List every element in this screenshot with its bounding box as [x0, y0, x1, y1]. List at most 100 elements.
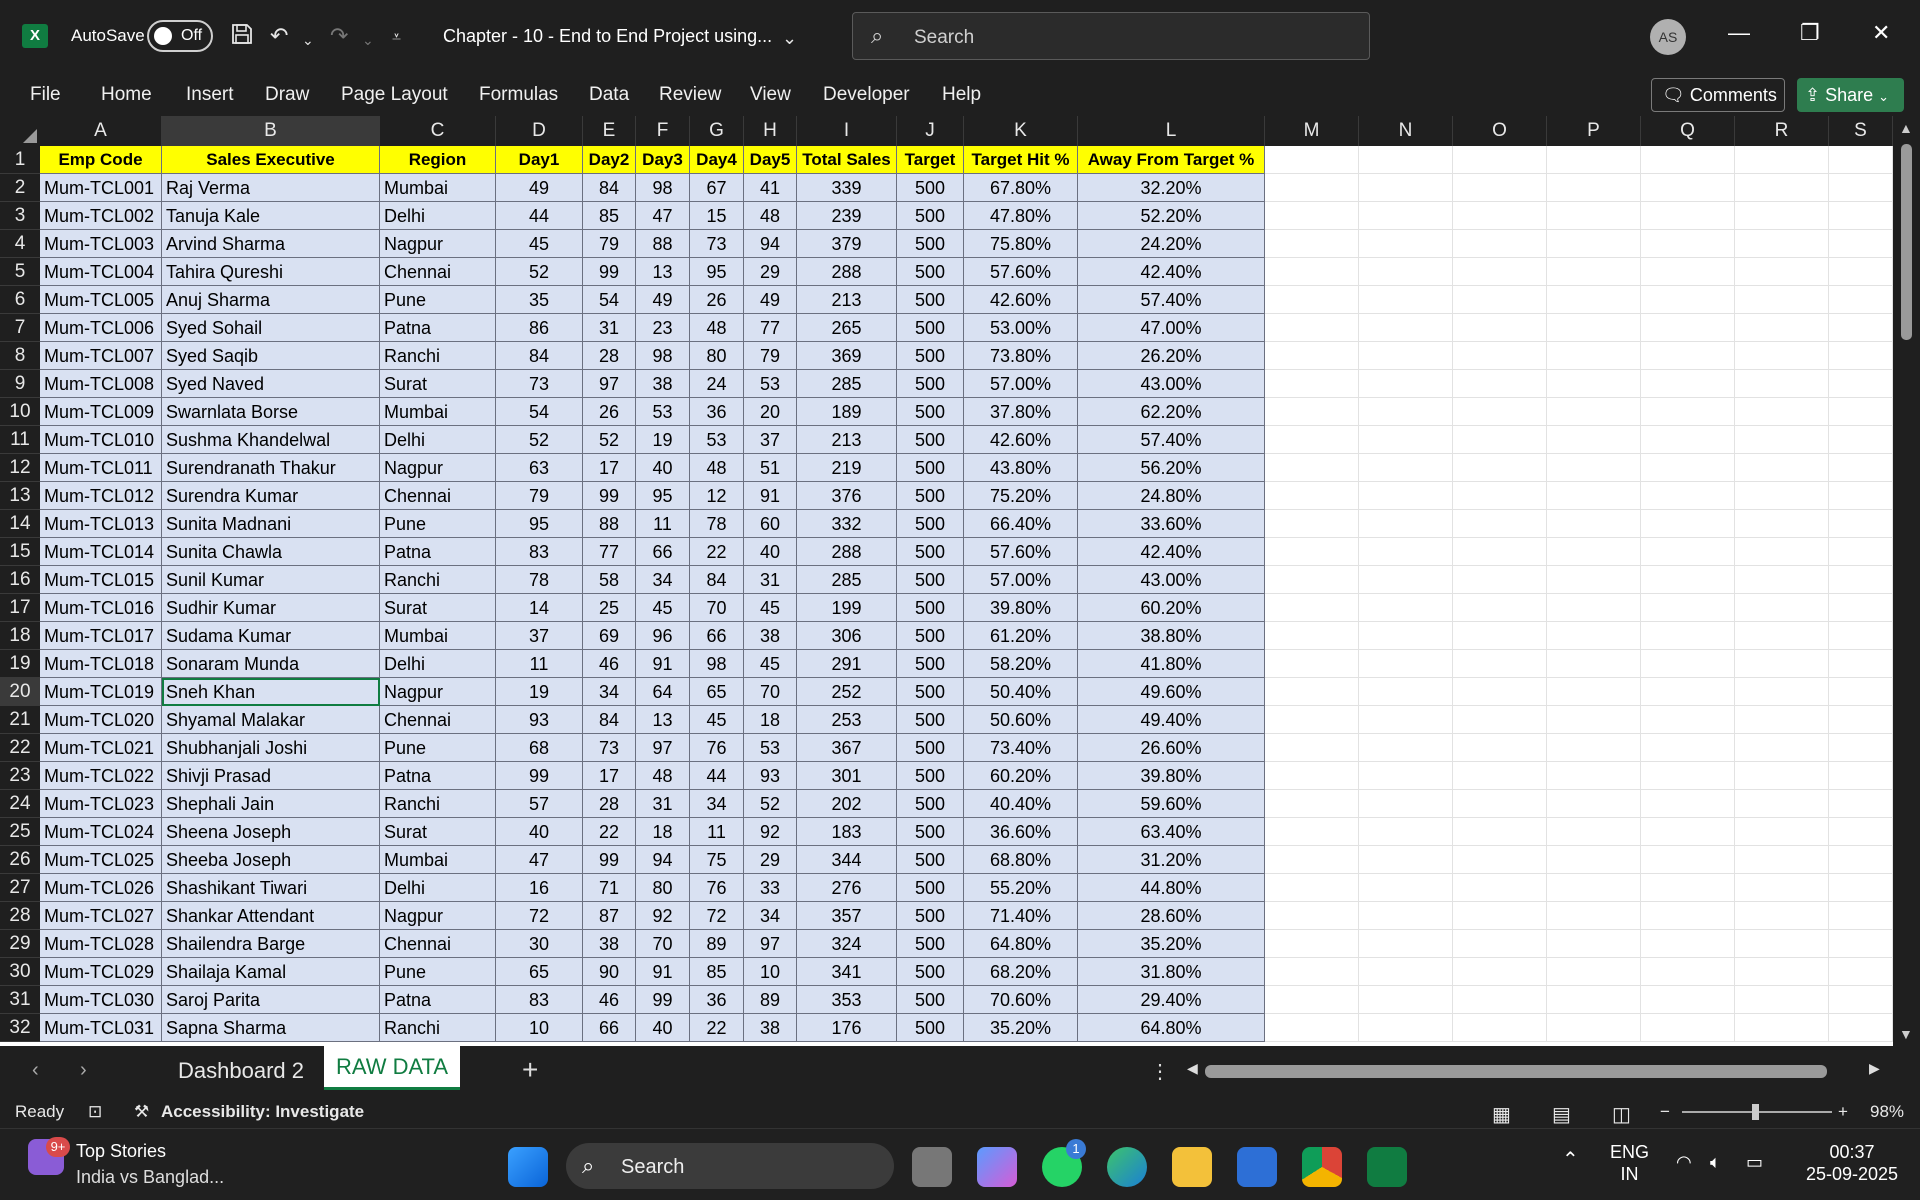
- data-cell[interactable]: 31: [583, 314, 636, 342]
- data-cell[interactable]: Mum-TCL018: [40, 650, 162, 678]
- empty-cell[interactable]: [1359, 202, 1453, 230]
- data-cell[interactable]: Delhi: [380, 874, 496, 902]
- data-cell[interactable]: 70: [636, 930, 690, 958]
- scroll-up-icon[interactable]: ▲: [1899, 120, 1913, 136]
- data-cell[interactable]: 79: [583, 230, 636, 258]
- data-cell[interactable]: Saroj Parita: [162, 986, 380, 1014]
- data-cell[interactable]: 288: [797, 258, 897, 286]
- empty-cell[interactable]: [1547, 398, 1641, 426]
- row-header[interactable]: 20: [0, 678, 40, 706]
- empty-cell[interactable]: [1359, 370, 1453, 398]
- data-cell[interactable]: 99: [636, 986, 690, 1014]
- battery-icon[interactable]: ▭: [1746, 1152, 1764, 1172]
- header-cell[interactable]: Target: [897, 146, 964, 174]
- data-cell[interactable]: Patna: [380, 314, 496, 342]
- empty-cell[interactable]: [1641, 762, 1735, 790]
- row-header[interactable]: 7: [0, 314, 40, 342]
- header-cell[interactable]: Day3: [636, 146, 690, 174]
- empty-cell[interactable]: [1829, 286, 1893, 314]
- accessibility-icon[interactable]: ⚒: [134, 1102, 150, 1121]
- data-cell[interactable]: 44.80%: [1078, 874, 1265, 902]
- data-cell[interactable]: 49.40%: [1078, 706, 1265, 734]
- news-subtitle[interactable]: India vs Banglad...: [76, 1167, 225, 1187]
- data-cell[interactable]: 500: [897, 650, 964, 678]
- empty-cell[interactable]: [1641, 874, 1735, 902]
- data-cell[interactable]: Mum-TCL002: [40, 202, 162, 230]
- horizontal-scrollbar[interactable]: ◀ ▶: [1187, 1060, 1887, 1082]
- data-cell[interactable]: 49.60%: [1078, 678, 1265, 706]
- empty-cell[interactable]: [1547, 678, 1641, 706]
- data-cell[interactable]: 52: [583, 426, 636, 454]
- data-cell[interactable]: Nagpur: [380, 678, 496, 706]
- data-cell[interactable]: 500: [897, 874, 964, 902]
- column-header[interactable]: I: [797, 116, 897, 146]
- data-cell[interactable]: 94: [744, 230, 797, 258]
- empty-cell[interactable]: [1453, 622, 1547, 650]
- minimize-icon[interactable]: —: [1728, 20, 1750, 45]
- empty-cell[interactable]: [1265, 846, 1359, 874]
- empty-cell[interactable]: [1735, 594, 1829, 622]
- data-cell[interactable]: 43.00%: [1078, 566, 1265, 594]
- data-cell[interactable]: 48: [744, 202, 797, 230]
- data-cell[interactable]: 58.20%: [964, 650, 1078, 678]
- undo-icon[interactable]: ↶: [270, 23, 289, 48]
- empty-cell[interactable]: [1453, 566, 1547, 594]
- data-cell[interactable]: 71: [583, 874, 636, 902]
- data-cell[interactable]: 34: [744, 902, 797, 930]
- row-header[interactable]: 28: [0, 902, 40, 930]
- data-cell[interactable]: 29.40%: [1078, 986, 1265, 1014]
- data-cell[interactable]: 500: [897, 902, 964, 930]
- data-cell[interactable]: Pune: [380, 286, 496, 314]
- empty-cell[interactable]: [1453, 286, 1547, 314]
- data-cell[interactable]: 64: [636, 678, 690, 706]
- data-cell[interactable]: 37.80%: [964, 398, 1078, 426]
- row-header[interactable]: 32: [0, 1014, 40, 1042]
- data-cell[interactable]: 70: [744, 678, 797, 706]
- empty-cell[interactable]: [1453, 874, 1547, 902]
- data-cell[interactable]: 85: [583, 202, 636, 230]
- data-cell[interactable]: Mum-TCL030: [40, 986, 162, 1014]
- row-header[interactable]: 4: [0, 230, 40, 258]
- data-cell[interactable]: 40: [636, 1014, 690, 1042]
- empty-cell[interactable]: [1453, 398, 1547, 426]
- data-cell[interactable]: 83: [496, 986, 583, 1014]
- data-cell[interactable]: 500: [897, 846, 964, 874]
- row-header[interactable]: 1: [0, 146, 40, 174]
- column-header[interactable]: K: [964, 116, 1078, 146]
- data-cell[interactable]: Mum-TCL007: [40, 342, 162, 370]
- data-cell[interactable]: 38: [744, 1014, 797, 1042]
- data-cell[interactable]: 202: [797, 790, 897, 818]
- empty-cell[interactable]: [1453, 818, 1547, 846]
- empty-cell[interactable]: [1735, 734, 1829, 762]
- data-cell[interactable]: Delhi: [380, 202, 496, 230]
- data-cell[interactable]: 357: [797, 902, 897, 930]
- data-cell[interactable]: 79: [744, 342, 797, 370]
- data-cell[interactable]: 213: [797, 286, 897, 314]
- data-cell[interactable]: 13: [636, 258, 690, 286]
- row-header[interactable]: 15: [0, 538, 40, 566]
- data-cell[interactable]: Shankar Attendant: [162, 902, 380, 930]
- empty-cell[interactable]: [1829, 678, 1893, 706]
- data-cell[interactable]: 52.20%: [1078, 202, 1265, 230]
- select-all-corner[interactable]: [0, 116, 40, 146]
- empty-cell[interactable]: [1453, 930, 1547, 958]
- data-cell[interactable]: 61.20%: [964, 622, 1078, 650]
- data-cell[interactable]: 66.40%: [964, 510, 1078, 538]
- row-header[interactable]: 27: [0, 874, 40, 902]
- empty-cell[interactable]: [1547, 314, 1641, 342]
- empty-cell[interactable]: [1265, 706, 1359, 734]
- empty-cell[interactable]: [1641, 202, 1735, 230]
- data-cell[interactable]: 53.00%: [964, 314, 1078, 342]
- empty-cell[interactable]: [1641, 286, 1735, 314]
- share-button[interactable]: ⇪ Share ⌄: [1797, 78, 1904, 112]
- empty-cell[interactable]: [1829, 622, 1893, 650]
- empty-cell[interactable]: [1829, 734, 1893, 762]
- data-cell[interactable]: 31: [636, 790, 690, 818]
- empty-cell[interactable]: [1735, 566, 1829, 594]
- empty-cell[interactable]: [1547, 566, 1641, 594]
- empty-cell[interactable]: [1547, 454, 1641, 482]
- data-cell[interactable]: 30: [496, 930, 583, 958]
- data-cell[interactable]: Surat: [380, 818, 496, 846]
- empty-cell[interactable]: [1829, 902, 1893, 930]
- data-cell[interactable]: 78: [496, 566, 583, 594]
